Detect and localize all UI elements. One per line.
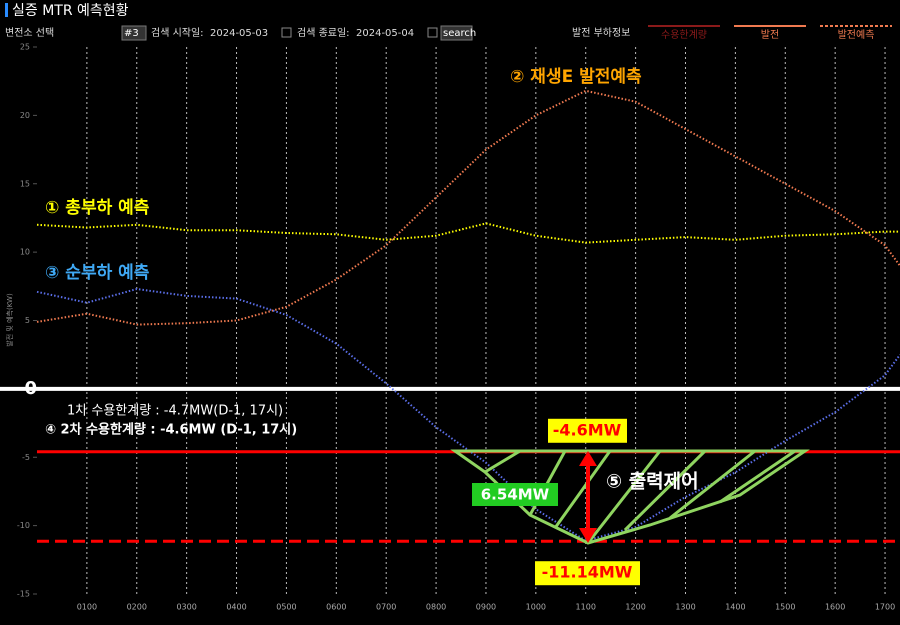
series-line [36,222,900,244]
series-label: ② 재생E 발전예측 [510,67,642,87]
series-line [36,287,900,542]
x-tick-label: 0700 [376,603,396,612]
calendar-icon[interactable] [281,27,292,38]
x-tick-label: 0100 [77,603,97,612]
x-tick-label: 0300 [176,603,196,612]
label-box [548,418,627,443]
y-axis-title: 발전 및 예측(KW) [5,293,14,347]
arrow-head [579,528,597,543]
y-tick-label: 25 [20,43,30,52]
x-tick-label: 1100 [576,603,596,612]
search-button[interactable] [440,25,473,41]
y-tick-label: -10 [17,521,30,530]
search-label: search [443,28,476,39]
y-tick-label: -15 [17,590,30,599]
series-label: ③ 순부하 예측 [45,263,150,283]
x-tick-label: 1400 [725,603,745,612]
x-tick-label: 1500 [775,603,795,612]
curtail-title: ⑤ 출력제어 [606,471,699,493]
legend-label: 수용한계량 [661,29,707,41]
arrow-head [579,451,597,466]
x-tick-label: 0500 [276,603,296,612]
x-tick-label: 0400 [226,603,246,612]
x-tick-label: 0900 [476,603,496,612]
x-tick-label: 1200 [625,603,645,612]
limit-1-annotation: 1차 수용한계량 : -4.7MW(D-1, 17시) [67,404,283,419]
substation-select[interactable] [121,25,147,41]
limit-label: -4.6MW [553,420,622,439]
substation-value: #3 [124,28,139,39]
legend-label: 발전예측 [838,29,875,41]
y-tick-label: 0 [24,378,37,399]
page-title: 실증 MTR 예측현황 [12,3,129,19]
start-date[interactable]: 2024-05-03 [210,28,268,39]
label-box [535,561,640,586]
y-tick-label: 20 [20,111,30,120]
end-label: 검색 종료일: [297,27,350,39]
x-tick-label: 1700 [875,603,895,612]
end-date[interactable]: 2024-05-04 [356,28,414,39]
limit-2-annotation: ④ 2차 수용한계량 : -4.6MW (D-1, 17시) [45,422,297,438]
series-line [36,89,900,326]
x-tick-label: 0800 [426,603,446,612]
limit-label: -11.14MW [542,563,633,582]
info-label: 발전 부하정보 [572,26,630,39]
x-tick-label: 1300 [675,603,695,612]
y-tick-label: 5 [25,316,30,325]
calendar-icon[interactable] [427,27,438,38]
series-label: ① 총부하 예측 [45,198,150,218]
x-tick-label: 1000 [526,603,546,612]
curtailment-outline [450,449,810,545]
y-tick-label: -5 [22,453,30,462]
curtail-amount: 6.54MW [481,486,550,504]
x-tick-label: 0200 [127,603,147,612]
legend-label: 발전 [761,29,779,41]
x-tick-label: 1600 [825,603,845,612]
y-tick-label: 10 [20,248,30,257]
start-label: 검색 시작일: [151,27,204,39]
plot: 0100 0200 0300 0400 0500 0600 0700 0800 0900 1000… [0,43,900,612]
x-tick-label: 0600 [326,603,346,612]
title-marker [5,3,8,17]
substation-label: 변전소 선택 [5,27,54,39]
y-tick-label: 15 [20,179,30,188]
label-box [472,483,558,506]
